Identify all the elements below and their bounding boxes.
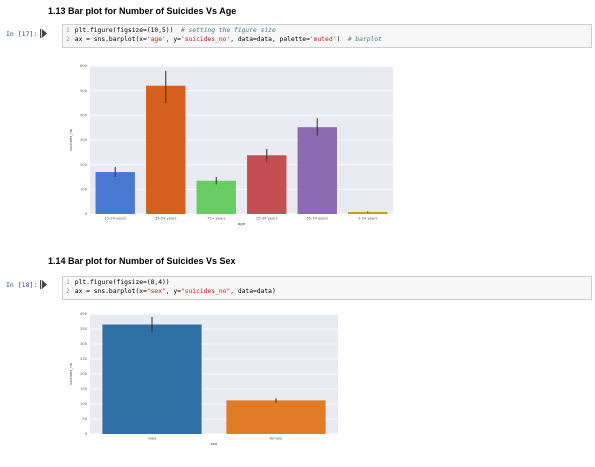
section-heading-age: 1.13 Bar plot for Number of Suicides Vs … xyxy=(48,6,237,16)
run-cell-icon[interactable] xyxy=(40,280,47,289)
code-token: , y= xyxy=(165,36,181,43)
x-tick-label: 75+ years xyxy=(207,217,226,221)
y-tick-label: 150 xyxy=(80,387,88,391)
code-token: ) xyxy=(336,36,348,43)
code-token: plt.figure(figsize=(10,5)) xyxy=(74,27,181,34)
y-tick-label: 0 xyxy=(85,432,88,436)
bar xyxy=(247,155,287,214)
y-tick-label: 250 xyxy=(80,357,88,361)
code-string: "sex" xyxy=(146,288,166,295)
code-line: 2 ax = sns.barplot(x="sex", y="suicides_n… xyxy=(66,288,276,295)
code-string: 'muted' xyxy=(309,36,337,43)
run-cell-icon[interactable] xyxy=(40,29,47,38)
input-prompt: In [18]: xyxy=(6,281,38,289)
code-string: 'suicides_no' xyxy=(180,36,231,43)
y-tick-label: 300 xyxy=(80,138,88,142)
code-token: ax = sns.barplot(x= xyxy=(74,36,147,43)
line-number: 1 xyxy=(66,27,70,34)
barplot-suicides-vs-sex: 0 50 100 150 200 250 300 350 400 male female sex sui… xyxy=(68,312,338,446)
y-tick-label: 200 xyxy=(80,163,88,167)
y-tick-label: 500 xyxy=(80,89,88,93)
code-cell-sex[interactable]: 1 plt.figure(figsize=(8,4)) 2 ax = sns.barp… xyxy=(62,276,592,300)
line-number: 2 xyxy=(66,36,70,43)
code-token: ax = sns.barplot(x= xyxy=(74,288,147,295)
code-cell-age[interactable]: 1 plt.figure(figsize=(10,5)) # setting th… xyxy=(62,24,592,48)
line-number: 1 xyxy=(66,279,70,286)
x-axis-label: age xyxy=(238,221,246,226)
y-tick-label: 200 xyxy=(80,372,88,376)
input-prompt: In [17]: xyxy=(6,30,38,38)
y-tick-label: 100 xyxy=(80,188,88,192)
code-token: , y= xyxy=(165,288,181,295)
section-heading-sex: 1.14 Bar plot for Number of Suicides Vs … xyxy=(48,256,236,266)
y-tick-label: 400 xyxy=(80,114,88,118)
x-tick-label: 25-34 years xyxy=(256,217,278,221)
x-tick-label: 5-14 years xyxy=(358,217,377,221)
bar xyxy=(297,127,337,214)
bar xyxy=(226,400,326,434)
bar xyxy=(146,85,186,214)
x-tick-label: 35-54 years xyxy=(155,217,177,221)
x-tick-label: female xyxy=(270,437,283,441)
bar xyxy=(95,172,135,214)
x-tick-label: 55-74 years xyxy=(307,217,329,221)
code-line: 1 plt.figure(figsize=(10,5)) # setting th… xyxy=(66,27,276,34)
barplot-suicides-vs-age: 0 100 200 300 400 500 600 15-24 years 35-54 year… xyxy=(68,64,393,226)
y-tick-label: 300 xyxy=(80,342,88,346)
code-token: , data=data) xyxy=(230,288,276,295)
code-line: 2 ax = sns.barplot(x='age', y='suicides_n… xyxy=(66,36,382,43)
y-tick-label: 600 xyxy=(80,64,88,68)
bar xyxy=(196,180,236,214)
y-tick-label: 350 xyxy=(80,327,88,331)
y-tick-label: 50 xyxy=(82,417,87,421)
x-axis-label: sex xyxy=(211,441,218,446)
x-tick-label: male xyxy=(148,437,158,441)
code-token: , data=data, palette= xyxy=(230,36,310,43)
code-string: "suicides_no" xyxy=(180,288,231,295)
x-tick-label: 15-24 years xyxy=(105,217,127,221)
bar xyxy=(348,212,388,214)
y-tick-label: 0 xyxy=(85,212,88,216)
code-comment: # barplot xyxy=(347,36,382,43)
code-line: 1 plt.figure(figsize=(8,4)) xyxy=(66,279,170,286)
y-axis-label: suicides_no xyxy=(68,362,73,385)
bar xyxy=(102,324,202,434)
code-token: plt.figure(figsize=(8,4)) xyxy=(74,279,170,286)
code-string: 'age' xyxy=(146,36,166,43)
y-tick-label: 400 xyxy=(80,312,88,316)
line-number: 2 xyxy=(66,288,70,295)
code-comment: # setting the figure size xyxy=(180,27,276,34)
y-tick-label: 100 xyxy=(80,402,88,406)
y-axis-label: suicides_no xyxy=(68,128,73,151)
